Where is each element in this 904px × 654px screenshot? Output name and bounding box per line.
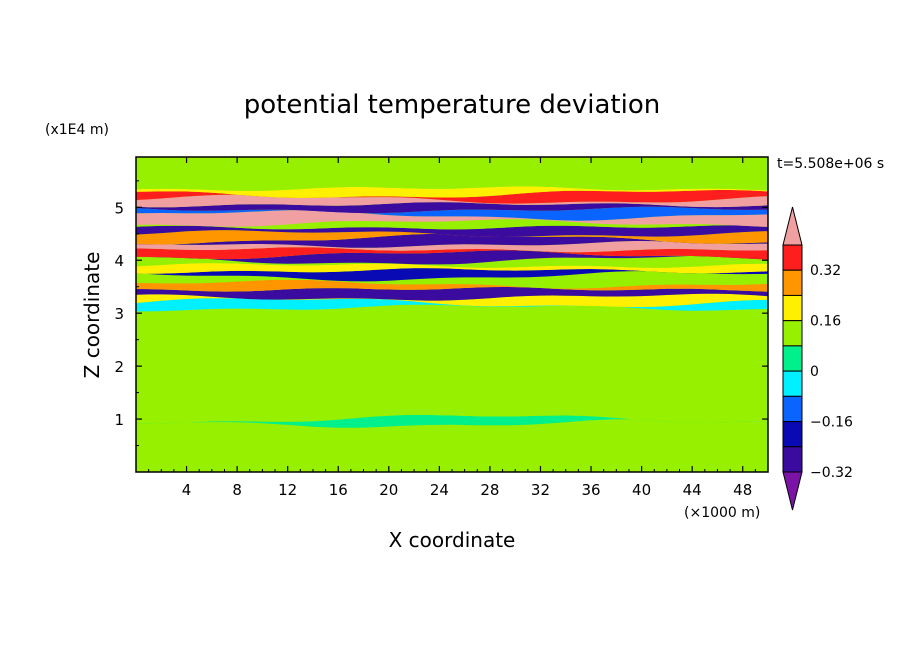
- contour-band: [136, 279, 768, 292]
- contour-band: [136, 395, 768, 424]
- x-tick-label: 24: [430, 481, 449, 499]
- x-tick-label: 36: [581, 481, 600, 499]
- contour-band: [136, 210, 768, 227]
- colorbar-swatch: [782, 269, 803, 296]
- x-tick-label: 12: [278, 481, 297, 499]
- x-tick-label: 8: [232, 481, 242, 499]
- contour-band: [136, 247, 768, 260]
- time-label: t=5.508e+06 s: [777, 156, 884, 172]
- colorbar-swatch: [782, 395, 803, 423]
- contour-band: [136, 379, 768, 401]
- colorbar-swatch: [782, 345, 803, 372]
- contour-band: [136, 186, 768, 198]
- contour-band: [136, 250, 768, 265]
- colorbar-tick-label: 0.32: [810, 263, 841, 279]
- colorbar: −0.32 −0.16 0 0.16 0.32: [782, 206, 853, 511]
- colorbar-extend-min: [782, 471, 803, 511]
- colorbar-swatch: [782, 320, 803, 347]
- y-tick-label: 5: [114, 199, 124, 217]
- contour-band: [136, 360, 768, 385]
- contour-band: [136, 219, 768, 230]
- x-tick-label: 44: [683, 481, 702, 499]
- contour-band: [136, 419, 768, 430]
- x-tick-label: 16: [329, 481, 348, 499]
- colorbar-tick-label: −0.16: [810, 415, 853, 431]
- contour-band: [136, 444, 768, 464]
- contour-band: [136, 225, 768, 237]
- contour-band: [136, 202, 768, 214]
- contour-band: [136, 230, 768, 245]
- plot-area: [136, 157, 768, 472]
- x-tick-label: 32: [531, 481, 550, 499]
- y-axis-label: Z coordinate: [80, 252, 104, 379]
- y-unit-label: (x1E4 m): [45, 122, 109, 138]
- colorbar-swatch: [782, 370, 803, 397]
- x-axis-label: X coordinate: [389, 528, 516, 552]
- y-tick-label: 2: [114, 358, 124, 376]
- contour-band: [136, 190, 768, 204]
- x-unit-label: (×1000 m): [684, 505, 760, 521]
- x-tick-label: 48: [733, 481, 752, 499]
- y-tick-label: 3: [114, 305, 124, 323]
- x-axis: 4 8 12 16 20 24 28 32 36 40 44 48: [148, 157, 756, 499]
- contour-band: [136, 233, 768, 248]
- y-tick-label: 4: [114, 252, 124, 270]
- colorbar-swatch: [782, 294, 803, 322]
- colorbar-swatch: [782, 446, 803, 473]
- contour-band: [136, 271, 768, 289]
- contour-band: [136, 255, 768, 268]
- contour-band: [136, 206, 768, 221]
- contour-band: [136, 453, 768, 472]
- y-axis: 1 2 3 4 5: [114, 180, 768, 447]
- contour-band: [136, 298, 768, 312]
- colorbar-swatch: [782, 421, 803, 448]
- x-tick-label: 40: [632, 481, 651, 499]
- x-tick-label: 20: [379, 481, 398, 499]
- contour-band: [136, 263, 768, 274]
- contour-band: [136, 316, 768, 345]
- x-tick-label: 4: [182, 481, 192, 499]
- contour-band: [136, 268, 768, 282]
- contour-band: [136, 157, 768, 191]
- chart-title: potential temperature deviation: [244, 90, 660, 120]
- contour-band: [136, 424, 768, 452]
- colorbar-extend-max: [782, 206, 803, 246]
- colorbar-tick-label: −0.32: [810, 465, 853, 481]
- y-tick-label: 1: [114, 411, 124, 429]
- colorbar-swatch: [782, 244, 803, 271]
- contour-band: [136, 414, 768, 428]
- contour-band: [136, 241, 768, 253]
- contour-band: [136, 287, 768, 301]
- colorbar-tick-label: 0.16: [810, 314, 841, 330]
- contour-band: [136, 293, 768, 307]
- contour-band: [136, 304, 768, 321]
- x-tick-label: 28: [480, 481, 499, 499]
- contour-band: [136, 335, 768, 372]
- colorbar-tick-label: 0: [810, 364, 819, 380]
